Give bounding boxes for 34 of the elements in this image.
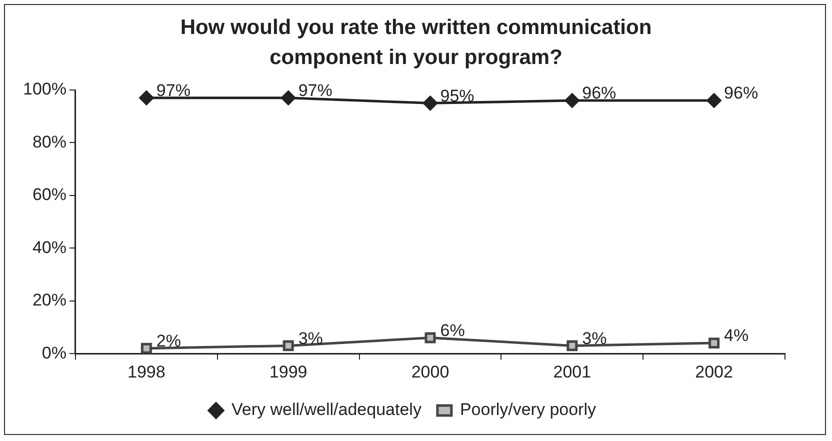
data-label: 96% bbox=[724, 84, 758, 103]
y-tick-label: 40% bbox=[32, 238, 66, 257]
data-label: 6% bbox=[440, 320, 465, 340]
x-tick-label: 1999 bbox=[269, 362, 308, 382]
y-tick-label: 100% bbox=[22, 80, 66, 99]
data-label: 4% bbox=[724, 326, 749, 346]
x-tick-label: 2001 bbox=[553, 362, 592, 382]
y-tick-label: 60% bbox=[32, 185, 66, 204]
point bbox=[140, 342, 152, 354]
point bbox=[422, 96, 438, 110]
data-label: 3% bbox=[298, 328, 323, 348]
legend-label: Very well/well/adequately bbox=[232, 400, 422, 420]
point bbox=[424, 332, 436, 344]
data-label: 3% bbox=[582, 328, 607, 348]
point bbox=[564, 93, 580, 108]
point bbox=[281, 90, 296, 106]
y-tick-label: 20% bbox=[32, 290, 66, 310]
legend-label: Poorly/very poorly bbox=[460, 400, 596, 420]
y-tick-label: 0% bbox=[42, 343, 66, 362]
y-tick-label: 80% bbox=[32, 132, 66, 152]
point bbox=[139, 90, 154, 106]
point bbox=[566, 340, 578, 352]
data-label: 95% bbox=[440, 86, 474, 106]
data-label: 97% bbox=[298, 81, 332, 100]
point bbox=[706, 93, 722, 108]
point bbox=[282, 340, 294, 352]
x-tick-label: 2002 bbox=[695, 362, 733, 382]
data-label: 96% bbox=[582, 84, 616, 103]
data-label: 2% bbox=[156, 332, 182, 351]
point bbox=[708, 338, 720, 349]
x-tick-label: 2000 bbox=[411, 362, 450, 382]
chart-title: How would you rate the written communication component in your program? bbox=[179, 15, 653, 71]
data-label: 97% bbox=[156, 81, 190, 100]
x-tick-label: 1998 bbox=[128, 362, 166, 382]
